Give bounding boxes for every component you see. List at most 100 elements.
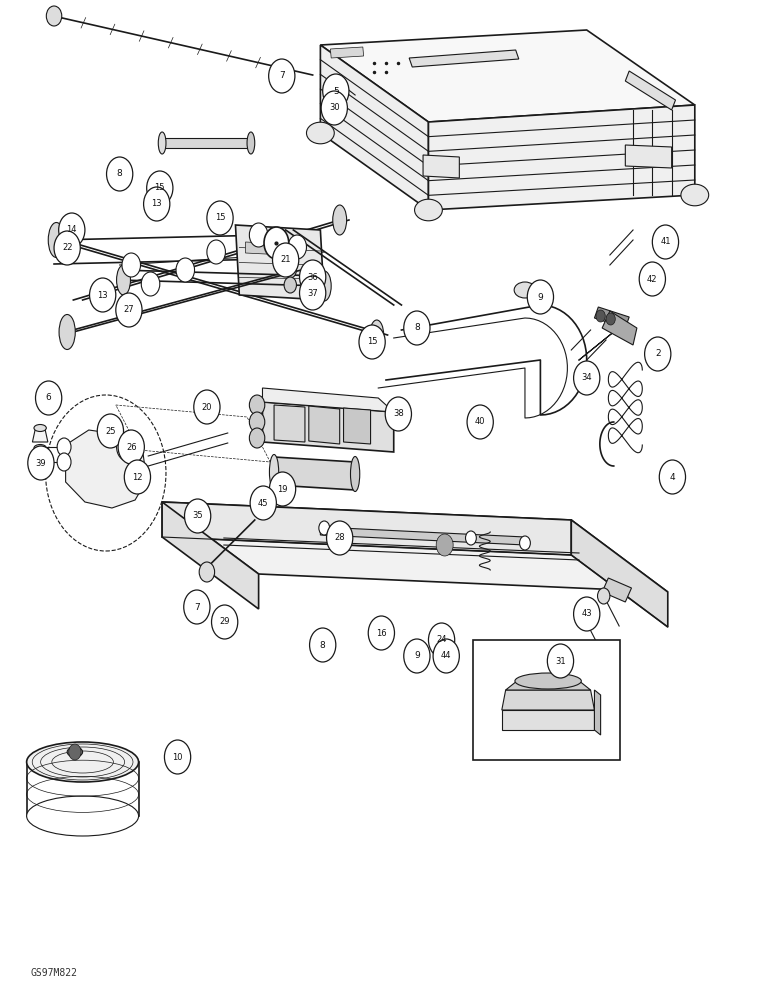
Circle shape	[436, 534, 453, 556]
Polygon shape	[625, 71, 676, 110]
Ellipse shape	[34, 444, 46, 452]
Ellipse shape	[59, 314, 75, 350]
Ellipse shape	[306, 122, 334, 144]
Circle shape	[249, 428, 265, 448]
Circle shape	[69, 744, 81, 760]
Polygon shape	[162, 502, 668, 592]
Circle shape	[652, 225, 679, 259]
Polygon shape	[502, 690, 594, 710]
Text: 7: 7	[194, 602, 200, 611]
Text: 12: 12	[132, 473, 143, 482]
Ellipse shape	[415, 199, 442, 221]
Ellipse shape	[48, 223, 64, 257]
Text: GS97M822: GS97M822	[31, 968, 78, 978]
Circle shape	[323, 74, 349, 108]
Circle shape	[249, 395, 265, 415]
Ellipse shape	[317, 271, 331, 301]
Text: 29: 29	[219, 617, 230, 626]
Circle shape	[574, 361, 600, 395]
Text: 6: 6	[46, 393, 52, 402]
Text: 15: 15	[367, 338, 378, 347]
Polygon shape	[274, 405, 305, 442]
Circle shape	[57, 438, 71, 456]
Polygon shape	[625, 145, 672, 168]
Circle shape	[249, 223, 268, 247]
Circle shape	[385, 397, 411, 431]
Circle shape	[124, 460, 151, 494]
Polygon shape	[320, 45, 428, 210]
Circle shape	[46, 6, 62, 26]
Text: 31: 31	[555, 656, 566, 666]
Text: 15: 15	[154, 184, 165, 192]
Circle shape	[520, 536, 530, 550]
Text: 25: 25	[105, 426, 116, 436]
Circle shape	[116, 293, 142, 327]
Text: 10: 10	[172, 752, 183, 762]
Circle shape	[466, 531, 476, 545]
Text: 24: 24	[436, 636, 447, 645]
Circle shape	[300, 260, 326, 294]
Text: 13: 13	[97, 290, 108, 300]
Text: 36: 36	[307, 272, 318, 282]
Ellipse shape	[333, 205, 347, 235]
Circle shape	[606, 313, 615, 325]
Text: 19: 19	[277, 485, 288, 493]
Text: 30: 30	[329, 104, 340, 112]
Circle shape	[596, 310, 605, 322]
Text: 9: 9	[414, 652, 420, 660]
Polygon shape	[32, 428, 48, 442]
Circle shape	[117, 433, 138, 461]
Circle shape	[645, 337, 671, 371]
Text: 14: 14	[66, 226, 77, 234]
Text: 40: 40	[475, 418, 486, 426]
Circle shape	[194, 390, 220, 424]
Polygon shape	[602, 311, 637, 345]
Ellipse shape	[514, 282, 536, 298]
Circle shape	[36, 381, 62, 415]
Circle shape	[639, 262, 665, 296]
Circle shape	[284, 277, 296, 293]
Circle shape	[321, 91, 347, 125]
Circle shape	[54, 231, 80, 265]
Text: 45: 45	[258, 498, 269, 508]
Circle shape	[319, 521, 330, 535]
Circle shape	[269, 472, 296, 506]
Circle shape	[273, 243, 299, 277]
Polygon shape	[162, 502, 571, 555]
Ellipse shape	[370, 320, 384, 350]
Text: 37: 37	[307, 288, 318, 298]
Polygon shape	[274, 457, 355, 490]
Ellipse shape	[269, 454, 279, 489]
Ellipse shape	[247, 132, 255, 154]
Ellipse shape	[26, 796, 138, 836]
Text: 8: 8	[117, 169, 123, 178]
Circle shape	[404, 639, 430, 673]
Text: 4: 4	[669, 473, 676, 482]
Text: 26: 26	[126, 442, 137, 452]
Text: 5: 5	[333, 87, 339, 96]
Circle shape	[107, 157, 133, 191]
Circle shape	[467, 405, 493, 439]
Circle shape	[144, 187, 170, 221]
Circle shape	[574, 603, 587, 619]
Circle shape	[207, 240, 225, 264]
Polygon shape	[309, 406, 340, 444]
Ellipse shape	[515, 673, 581, 689]
Text: 13: 13	[151, 200, 162, 209]
Circle shape	[97, 414, 124, 448]
Polygon shape	[594, 307, 629, 328]
Ellipse shape	[681, 184, 709, 206]
Text: 9: 9	[537, 292, 543, 302]
Ellipse shape	[350, 456, 360, 491]
Circle shape	[57, 453, 71, 471]
Text: 15: 15	[215, 214, 225, 223]
Ellipse shape	[158, 132, 166, 154]
Polygon shape	[344, 408, 371, 444]
Circle shape	[164, 740, 191, 774]
Circle shape	[598, 588, 610, 604]
Polygon shape	[423, 155, 459, 178]
Text: 42: 42	[647, 274, 658, 284]
Circle shape	[433, 639, 459, 673]
Text: 16: 16	[376, 629, 387, 638]
Circle shape	[147, 171, 173, 205]
